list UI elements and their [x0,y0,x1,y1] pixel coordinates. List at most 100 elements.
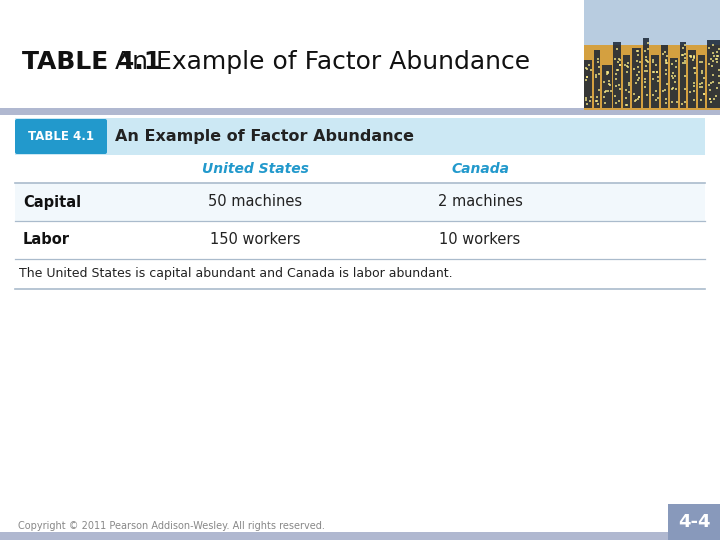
Bar [681,54,683,56]
Text: United States: United States [202,162,308,176]
Bar [603,81,605,83]
Bar [644,86,646,87]
Bar [666,62,667,64]
Bar [619,88,621,90]
Bar [619,59,621,60]
Bar [643,38,649,108]
Bar [624,64,626,65]
Bar [0,115,720,540]
Bar [628,84,629,85]
Bar [692,59,693,60]
Bar [647,42,649,44]
Bar [682,54,683,56]
Bar [615,78,616,79]
Bar [589,100,590,102]
Bar [598,89,600,91]
Bar [625,104,626,105]
Bar [0,108,720,115]
Bar [652,78,654,79]
Bar [637,66,639,68]
Bar [634,100,636,102]
Bar [666,55,667,57]
Bar [712,60,714,62]
Bar [625,89,626,91]
Bar [619,64,621,65]
Bar [606,73,608,75]
Bar [701,72,703,73]
Bar [665,102,667,104]
Bar [684,53,685,55]
Bar [703,77,704,78]
Bar [627,66,629,68]
Bar [651,55,659,108]
Bar [598,73,600,75]
Bar [608,80,610,82]
Bar [701,86,703,87]
Bar [684,44,685,45]
Bar [688,50,696,108]
Bar [645,59,647,60]
Bar [632,48,641,108]
Bar [718,75,719,77]
Bar [652,59,654,60]
Bar [665,62,667,64]
Bar [652,71,654,72]
Bar [595,100,596,102]
Bar [605,90,606,91]
Bar [585,79,587,80]
Bar [693,82,695,84]
Text: 4-4: 4-4 [678,513,710,531]
Bar [616,48,618,50]
Bar [693,56,695,57]
Bar [712,74,714,76]
Bar [672,87,673,89]
Bar [665,69,667,71]
Bar [671,75,672,77]
Bar [670,58,678,108]
Bar [617,69,618,71]
Bar [595,74,596,76]
Bar [716,51,718,52]
Bar [637,54,639,56]
Bar [15,118,705,155]
Bar [637,50,639,51]
Bar [672,72,673,73]
Bar [684,57,685,58]
Bar [644,70,646,71]
Bar [656,71,657,72]
Bar [662,90,664,91]
Bar [615,102,616,104]
Text: TABLE 4.1: TABLE 4.1 [28,130,94,143]
Text: Copyright © 2011 Pearson Addison-Wesley. All rights reserved.: Copyright © 2011 Pearson Addison-Wesley.… [18,521,325,531]
Bar [690,55,691,57]
Bar [664,51,665,52]
Bar [586,68,588,70]
Bar [662,53,664,55]
Bar [638,96,639,98]
Bar [693,55,695,57]
Bar [647,48,649,50]
Bar [708,63,709,64]
Bar [618,100,619,102]
Bar [699,61,701,63]
Bar [610,90,611,91]
Bar [586,103,588,105]
Bar [710,101,711,103]
Bar [636,50,637,51]
Bar [616,69,618,71]
Bar [709,89,711,91]
Bar [676,101,678,103]
Text: Capital: Capital [23,194,81,210]
Bar [652,61,654,63]
Bar [709,98,711,99]
Bar [684,62,685,64]
Bar [586,76,588,78]
Bar [652,94,654,96]
Text: TABLE 4.1: TABLE 4.1 [22,50,161,74]
Bar [707,40,720,108]
Bar [703,93,704,94]
Bar [647,61,649,63]
Bar [638,77,639,78]
Bar [684,75,685,77]
Bar [665,60,667,62]
